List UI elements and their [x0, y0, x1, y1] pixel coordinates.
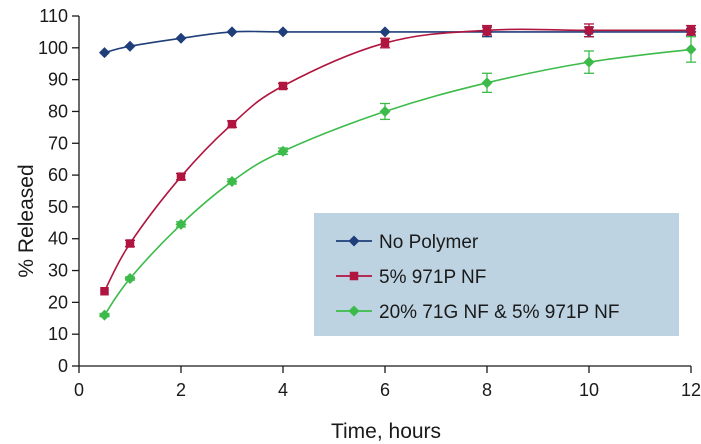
data-point	[124, 40, 136, 52]
data-point	[226, 26, 238, 38]
data-point	[584, 26, 594, 35]
series-layer	[99, 23, 697, 321]
y-tick-label: 100	[38, 38, 68, 58]
data-point	[379, 26, 391, 38]
y-tick-label: 90	[48, 70, 68, 90]
x-tick-label: 12	[681, 380, 701, 400]
x-tick-label: 10	[579, 380, 599, 400]
data-point	[278, 81, 288, 91]
legend-marker	[348, 305, 360, 317]
y-tick-label: 20	[48, 292, 68, 312]
legend-label: No Polymer	[379, 232, 479, 253]
data-point	[124, 273, 136, 284]
y-axis-title: % Released	[15, 164, 38, 277]
y-tick-label: 60	[48, 165, 68, 185]
x-tick-label: 4	[278, 380, 288, 400]
y-tick-label: 70	[48, 133, 68, 153]
y-tick-label: 50	[48, 197, 68, 217]
data-point	[176, 172, 186, 181]
data-point	[99, 47, 110, 59]
series-3	[99, 36, 697, 321]
x-axis-ticks: 0 2 4 6 8 10 12	[74, 366, 701, 400]
legend	[314, 213, 679, 336]
legend-item: No Polymer	[336, 232, 479, 253]
y-tick-label: 80	[48, 101, 68, 121]
data-point	[125, 239, 135, 248]
x-tick-label: 8	[482, 380, 492, 400]
data-point	[100, 286, 109, 296]
y-axis-ticks: 0 10 20 30 40 50 60 70 80 90 100 110	[38, 6, 79, 376]
y-tick-label: 40	[48, 229, 68, 249]
series-2	[100, 23, 696, 296]
x-axis-title: Time, hours	[331, 420, 441, 443]
x-tick-label: 6	[380, 380, 390, 400]
data-point	[379, 105, 391, 117]
legend-marker	[349, 271, 359, 281]
series-1	[99, 26, 697, 59]
y-tick-label: 10	[48, 324, 68, 344]
data-point	[481, 77, 493, 89]
x-tick-label: 0	[74, 380, 84, 400]
y-tick-label: 110	[39, 6, 68, 26]
series-line	[103, 28, 691, 292]
data-point	[277, 145, 289, 157]
legend-items: No Polymer 5% 971P NF 20% 71G NF & 5% 971P…	[336, 232, 619, 323]
data-point	[380, 38, 390, 48]
legend-label: 5% 971P NF	[379, 267, 486, 288]
data-point	[277, 26, 289, 38]
data-point	[686, 26, 696, 35]
y-tick-label: 30	[48, 261, 68, 281]
x-tick-label: 2	[176, 380, 186, 400]
data-point	[482, 26, 492, 35]
legend-item: 20% 71G NF & 5% 971P NF	[336, 302, 619, 323]
data-point	[175, 218, 187, 230]
legend-label: 20% 71G NF & 5% 971P NF	[379, 302, 619, 323]
data-point	[685, 43, 697, 55]
data-point	[99, 309, 110, 321]
data-point	[583, 56, 595, 68]
y-tick-label: 0	[58, 356, 68, 376]
legend-marker	[348, 235, 360, 247]
series-line	[104, 30, 691, 54]
data-point	[227, 119, 237, 129]
data-point	[226, 175, 238, 187]
series-line	[103, 48, 692, 316]
data-point	[175, 32, 187, 44]
legend-item: 5% 971P NF	[336, 267, 486, 288]
